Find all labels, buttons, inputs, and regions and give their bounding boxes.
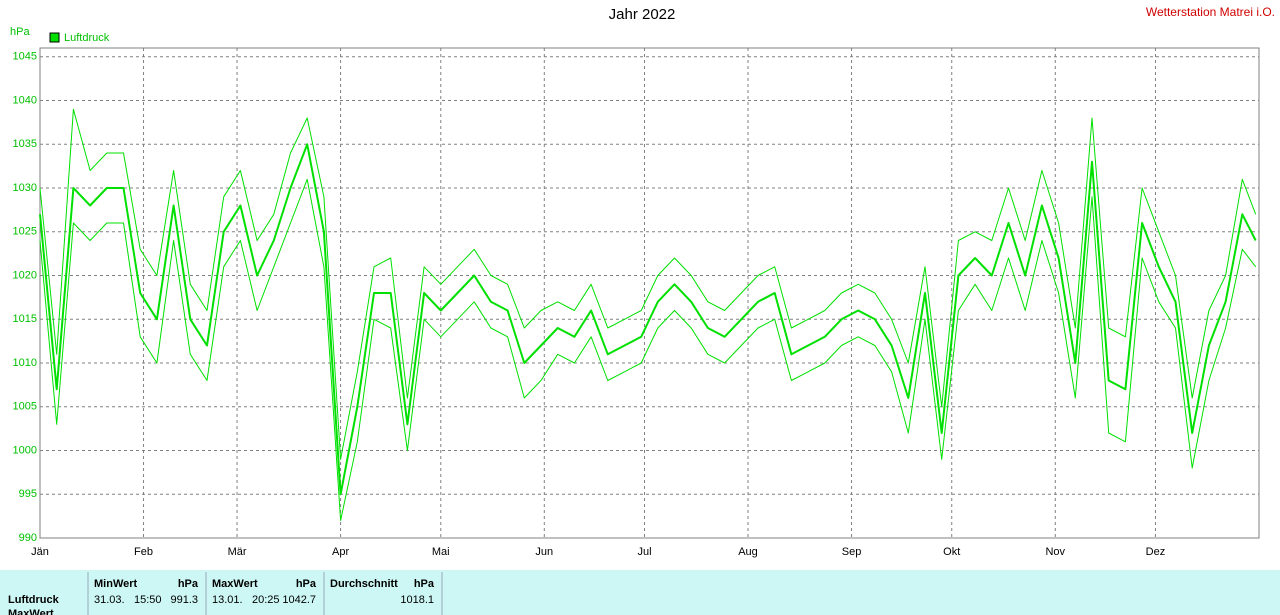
x-tick-label: Jun [535,546,553,558]
x-tick-label: Jän [31,546,49,558]
y-tick-label: 1020 [13,269,37,281]
line-series [39,143,1257,496]
y-tick-label: 1005 [13,401,37,413]
column-header: MinWert [94,578,138,590]
stat-value: 1042.7 [282,594,316,606]
column-unit: hPa [178,578,199,590]
row-label: Luftdruck [8,594,60,606]
stat-time: 20:25 [252,594,280,606]
y-tick-label: 1000 [13,444,37,456]
y-axis-label: hPa [10,26,30,38]
x-tick-label: Mär [228,546,247,558]
line-series [39,178,1257,521]
stat-value: 1018.1 [400,594,434,606]
column-header: MaxWert [212,578,258,590]
y-tick-label: 1035 [13,138,37,150]
stat-date: 31.03. [94,594,125,606]
y-tick-label: 990 [19,532,37,544]
y-tick-label: 1045 [13,51,37,63]
x-tick-label: Okt [943,546,960,558]
y-tick-label: 1030 [13,182,37,194]
station-name: Wetterstation Matrei i.O. [1146,5,1275,19]
x-tick-label: Sep [842,546,862,558]
line-series [39,108,1257,460]
column-header: Durchschnitt [330,578,398,590]
chart-title: Jahr 2022 [609,6,676,23]
stat-date: 13.01. [212,594,243,606]
stat-value: 991.3 [170,594,198,606]
y-tick-label: 995 [19,488,37,500]
y-tick-label: 1040 [13,94,37,106]
stats-panel [0,570,1280,615]
x-tick-label: Nov [1045,546,1065,558]
x-tick-label: Jul [637,546,651,558]
legend-label: Luftdruck [64,32,110,44]
y-tick-label: 1010 [13,357,37,369]
column-unit: hPa [296,578,317,590]
y-tick-label: 1025 [13,226,37,238]
x-tick-label: Aug [738,546,758,558]
x-tick-label: Dez [1146,546,1166,558]
plot-border [39,47,1260,539]
stats-table: Luftdruck MaxWert MinWert hPa 31.03. 15:50 991… [8,572,443,615]
row-label: MaxWert [8,608,54,615]
legend-swatch [49,32,60,43]
column-unit: hPa [414,578,435,590]
y-tick-label: 1015 [13,313,37,325]
x-tick-label: Feb [134,546,153,558]
x-tick-label: Apr [332,546,349,558]
x-tick-label: Mai [432,546,450,558]
stat-time: 15:50 [134,594,162,606]
